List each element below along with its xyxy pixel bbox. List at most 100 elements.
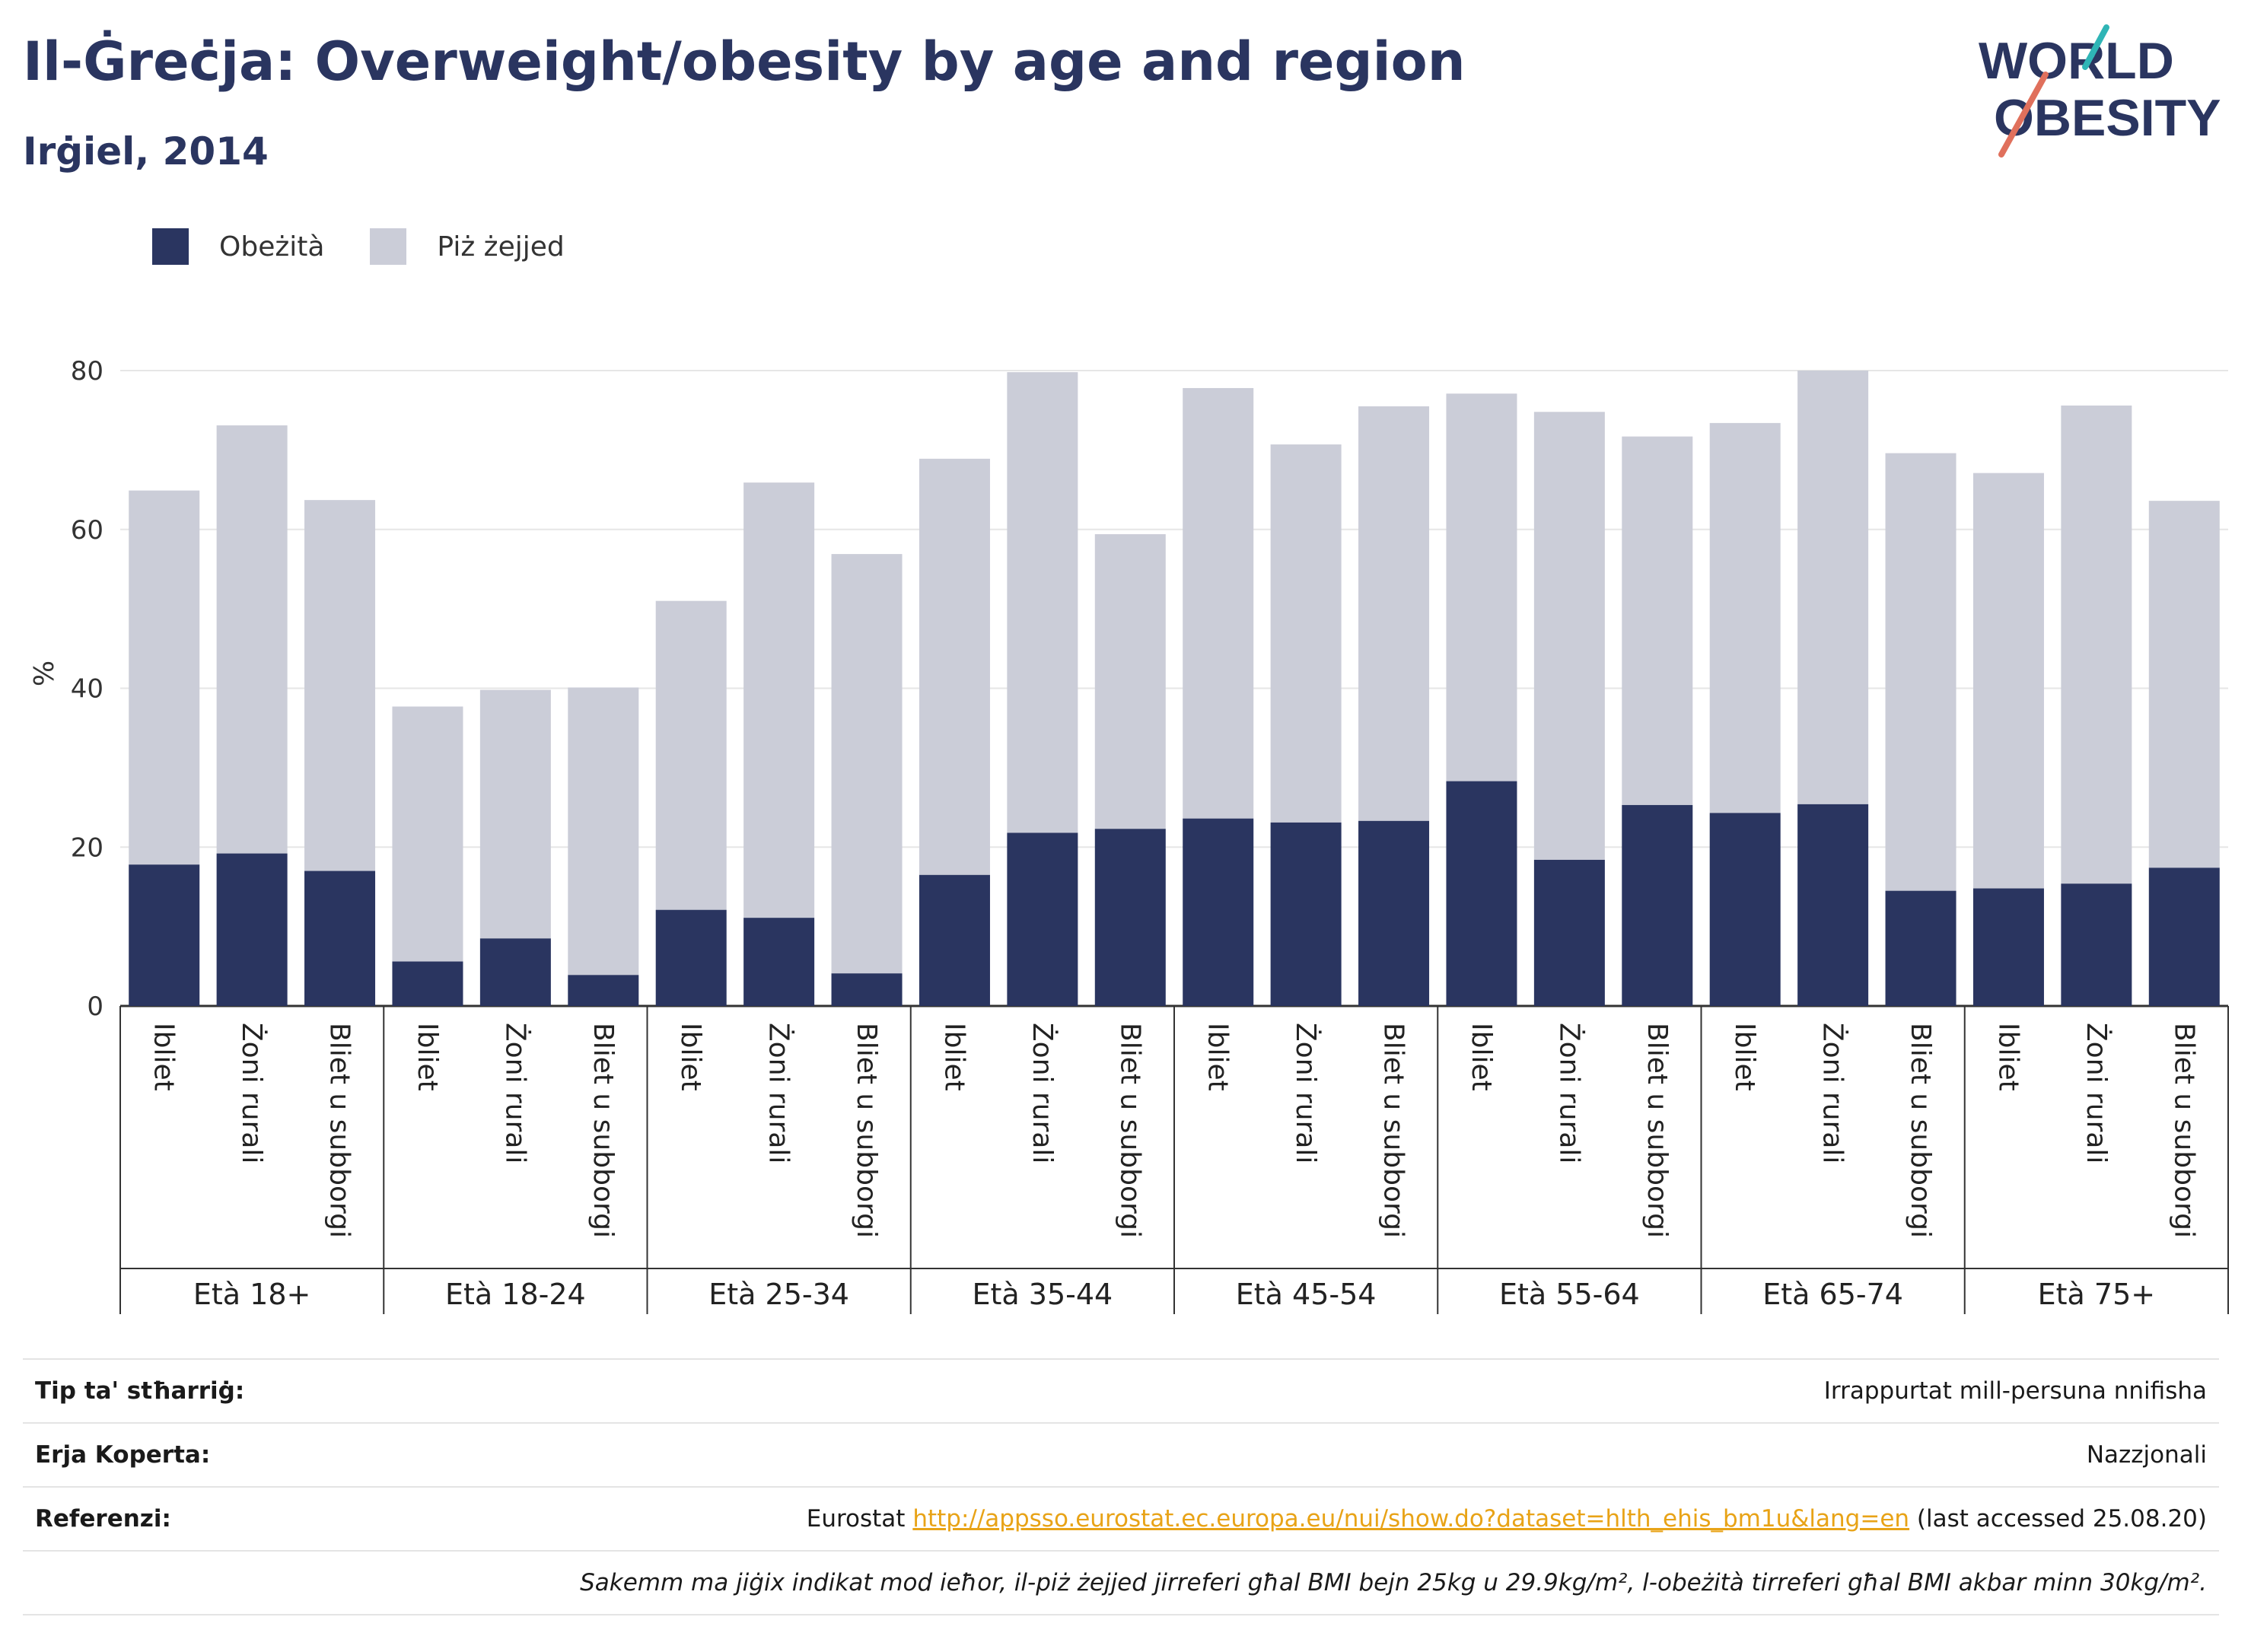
info-row-area: Erja Koperta: Nazzjonali — [23, 1422, 2219, 1486]
bar-overweight — [1358, 406, 1430, 821]
bar-overweight — [1446, 393, 1517, 781]
logo-slash-red — [1998, 72, 2049, 158]
bar-overweight — [2061, 405, 2132, 884]
bar-obese — [2061, 883, 2132, 1006]
info-label-references: Referenzi: — [35, 1505, 171, 1533]
info-row-survey-type: Tip ta' stħarriġ: Irrappurtat mill-persu… — [23, 1358, 2219, 1422]
bar-overweight — [1007, 372, 1078, 833]
legend-swatch-overweight — [370, 228, 407, 265]
x-subcategory-label: Ibliet — [1729, 1023, 1760, 1091]
bar-obese — [1446, 781, 1517, 1006]
bar-obese — [1007, 832, 1078, 1006]
bar-obese — [1797, 804, 1869, 1006]
bar-overweight — [1972, 473, 2044, 889]
bar-overweight — [743, 482, 815, 918]
bar-obese — [1183, 818, 1254, 1006]
bar-obese — [304, 871, 376, 1006]
bar-obese — [831, 973, 903, 1006]
x-group-label: Età 18-24 — [445, 1278, 586, 1311]
x-subcategory-label: Żoni rurali — [1290, 1023, 1322, 1163]
x-subcategory-label: Bliet u subborgi — [1641, 1023, 1673, 1238]
bar-overweight — [1885, 453, 1956, 891]
bar-overweight — [304, 500, 376, 871]
bar-overweight — [479, 689, 551, 939]
bar-chart: 0 20 40 60 80% Ibliet Żoni rurali Bliet u subbo… — [29, 356, 2229, 1314]
bar-overweight — [129, 490, 200, 865]
legend-item-overweight[interactable]: Piż żejjed — [370, 228, 565, 265]
world-obesity-logo: WORLD OBESITY — [1979, 24, 2221, 158]
logo-slash-teal — [2082, 24, 2109, 70]
bar-obese — [392, 961, 463, 1006]
bar-overweight — [1709, 422, 1781, 813]
info-value-references: Eurostat http://appsso.eurostat.ec.europ… — [807, 1505, 2219, 1533]
x-subcategory-label: Bliet u subborgi — [1114, 1023, 1145, 1238]
bar-obese — [568, 975, 639, 1006]
x-subcategory-label: Ibliet — [938, 1023, 969, 1091]
y-tick-label: 60 — [71, 515, 103, 546]
info-table: Tip ta' stħarriġ: Irrappurtat mill-persu… — [23, 1358, 2219, 1615]
chart-subtitle: Irġiel, 2014 — [23, 129, 269, 173]
legend-label-obese: Obeżità — [219, 231, 325, 263]
x-subcategory-label: Bliet u subborgi — [324, 1023, 355, 1238]
bar-obese — [129, 864, 200, 1006]
bar-obese — [216, 853, 288, 1006]
bar-obese — [1622, 804, 1693, 1006]
reference-source: Eurostat — [806, 1505, 906, 1533]
bar-overweight — [1094, 534, 1166, 829]
legend-swatch-obese — [152, 228, 189, 265]
x-group-label: Età 45-54 — [1236, 1278, 1377, 1311]
x-subcategory-label: Bliet u subborgi — [587, 1023, 619, 1238]
x-subcategory-label: Bliet u subborgi — [2168, 1023, 2199, 1238]
logo-text-obesity: OBESITY — [1994, 89, 2221, 147]
info-note: Sakemm ma jiġix indikat mod ieħor, il-pi… — [580, 1569, 2207, 1596]
bar-overweight — [919, 458, 990, 875]
info-row-references: Referenzi: Eurostat http://appsso.eurost… — [23, 1486, 2219, 1550]
x-subcategory-label: Bliet u subborgi — [1378, 1023, 1409, 1238]
x-group-label: Età 35-44 — [973, 1278, 1113, 1311]
bar-obese — [919, 874, 990, 1006]
x-subcategory-label: Ibliet — [1466, 1023, 1497, 1091]
info-row-note: Sakemm ma jiġix indikat mod ieħor, il-pi… — [23, 1550, 2219, 1615]
bar-overweight — [1183, 387, 1254, 819]
info-label-survey-type: Tip ta' stħarriġ: — [35, 1377, 245, 1405]
legend-label-overweight: Piż żejjed — [437, 231, 565, 263]
reference-link[interactable]: http://appsso.eurostat.ec.europa.eu/nui/… — [912, 1505, 1910, 1533]
x-subcategory-label: Bliet u subborgi — [851, 1023, 882, 1238]
x-subcategory-label: Żoni rurali — [236, 1023, 268, 1163]
x-group-label: Età 55-64 — [1499, 1278, 1640, 1311]
x-subcategory-label: Bliet u subborgi — [1905, 1023, 1936, 1238]
logo-text-world: WORLD — [1979, 32, 2174, 90]
x-subcategory-label: Żoni rurali — [1027, 1023, 1059, 1163]
bar-obese — [1709, 813, 1781, 1006]
x-subcategory-label: Żoni rurali — [2081, 1023, 2113, 1163]
bar-obese — [2148, 867, 2220, 1006]
bar-overweight — [2148, 501, 2220, 868]
bar-obese — [1270, 822, 1342, 1006]
bar-obese — [1358, 820, 1430, 1006]
x-group-label: Età 75+ — [2038, 1278, 2155, 1311]
reference-accessed: (last accessed 25.08.20) — [1916, 1505, 2207, 1533]
x-subcategory-label: Żoni rurali — [1553, 1023, 1585, 1163]
chart-legend: Obeżità Piż żejjed — [152, 225, 610, 268]
bar-overweight — [1797, 371, 1869, 804]
info-value-survey-type: Irrappurtat mill-persuna nnifisha — [1823, 1377, 2207, 1405]
x-subcategory-label: Ibliet — [1992, 1023, 2023, 1091]
chart-title: Il-Ġreċja: Overweight/obesity by age and… — [23, 30, 1466, 93]
bar-obese — [1885, 890, 1956, 1006]
y-axis-label: % — [29, 660, 60, 686]
x-group-label: Età 65-74 — [1762, 1278, 1903, 1311]
x-subcategory-label: Żoni rurali — [499, 1023, 531, 1163]
info-value-area: Nazzjonali — [2086, 1441, 2207, 1469]
legend-item-obese[interactable]: Obeżità — [152, 228, 324, 265]
bar-overweight — [655, 600, 727, 910]
bar-overweight — [392, 706, 463, 962]
bar-overweight — [831, 554, 903, 974]
bar-overweight — [216, 425, 288, 854]
x-subcategory-label: Ibliet — [675, 1023, 706, 1091]
bar-obese — [1533, 859, 1605, 1006]
y-tick-label: 20 — [71, 832, 103, 863]
x-subcategory-label: Ibliet — [1202, 1023, 1234, 1091]
x-group-label: Età 18+ — [193, 1278, 310, 1311]
y-tick-label: 40 — [71, 674, 103, 705]
bar-obese — [655, 909, 727, 1006]
